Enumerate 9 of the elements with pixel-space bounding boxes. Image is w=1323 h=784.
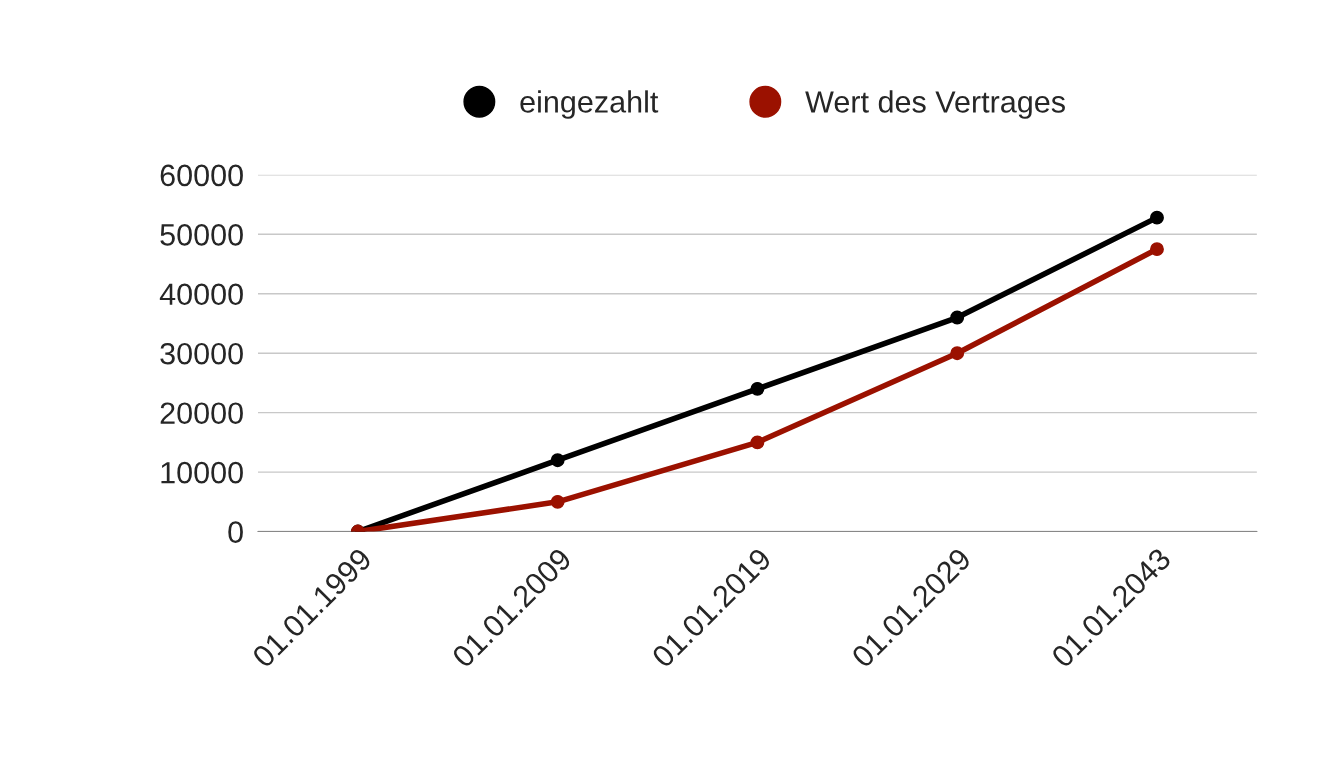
y-tick-label: 0 xyxy=(228,521,243,543)
y-tick-label: 30000 xyxy=(160,342,243,365)
legend-label: Wert des Vertrages xyxy=(805,90,1065,119)
y-tick-label: 10000 xyxy=(161,461,243,484)
y-tick-label: 50000 xyxy=(160,224,243,246)
y-tick-label: 60000 xyxy=(160,164,243,187)
y-tick-label: 40000 xyxy=(159,283,243,306)
legend-label: eingezahlt xyxy=(520,90,659,119)
y-tick-label: 20000 xyxy=(160,402,243,425)
